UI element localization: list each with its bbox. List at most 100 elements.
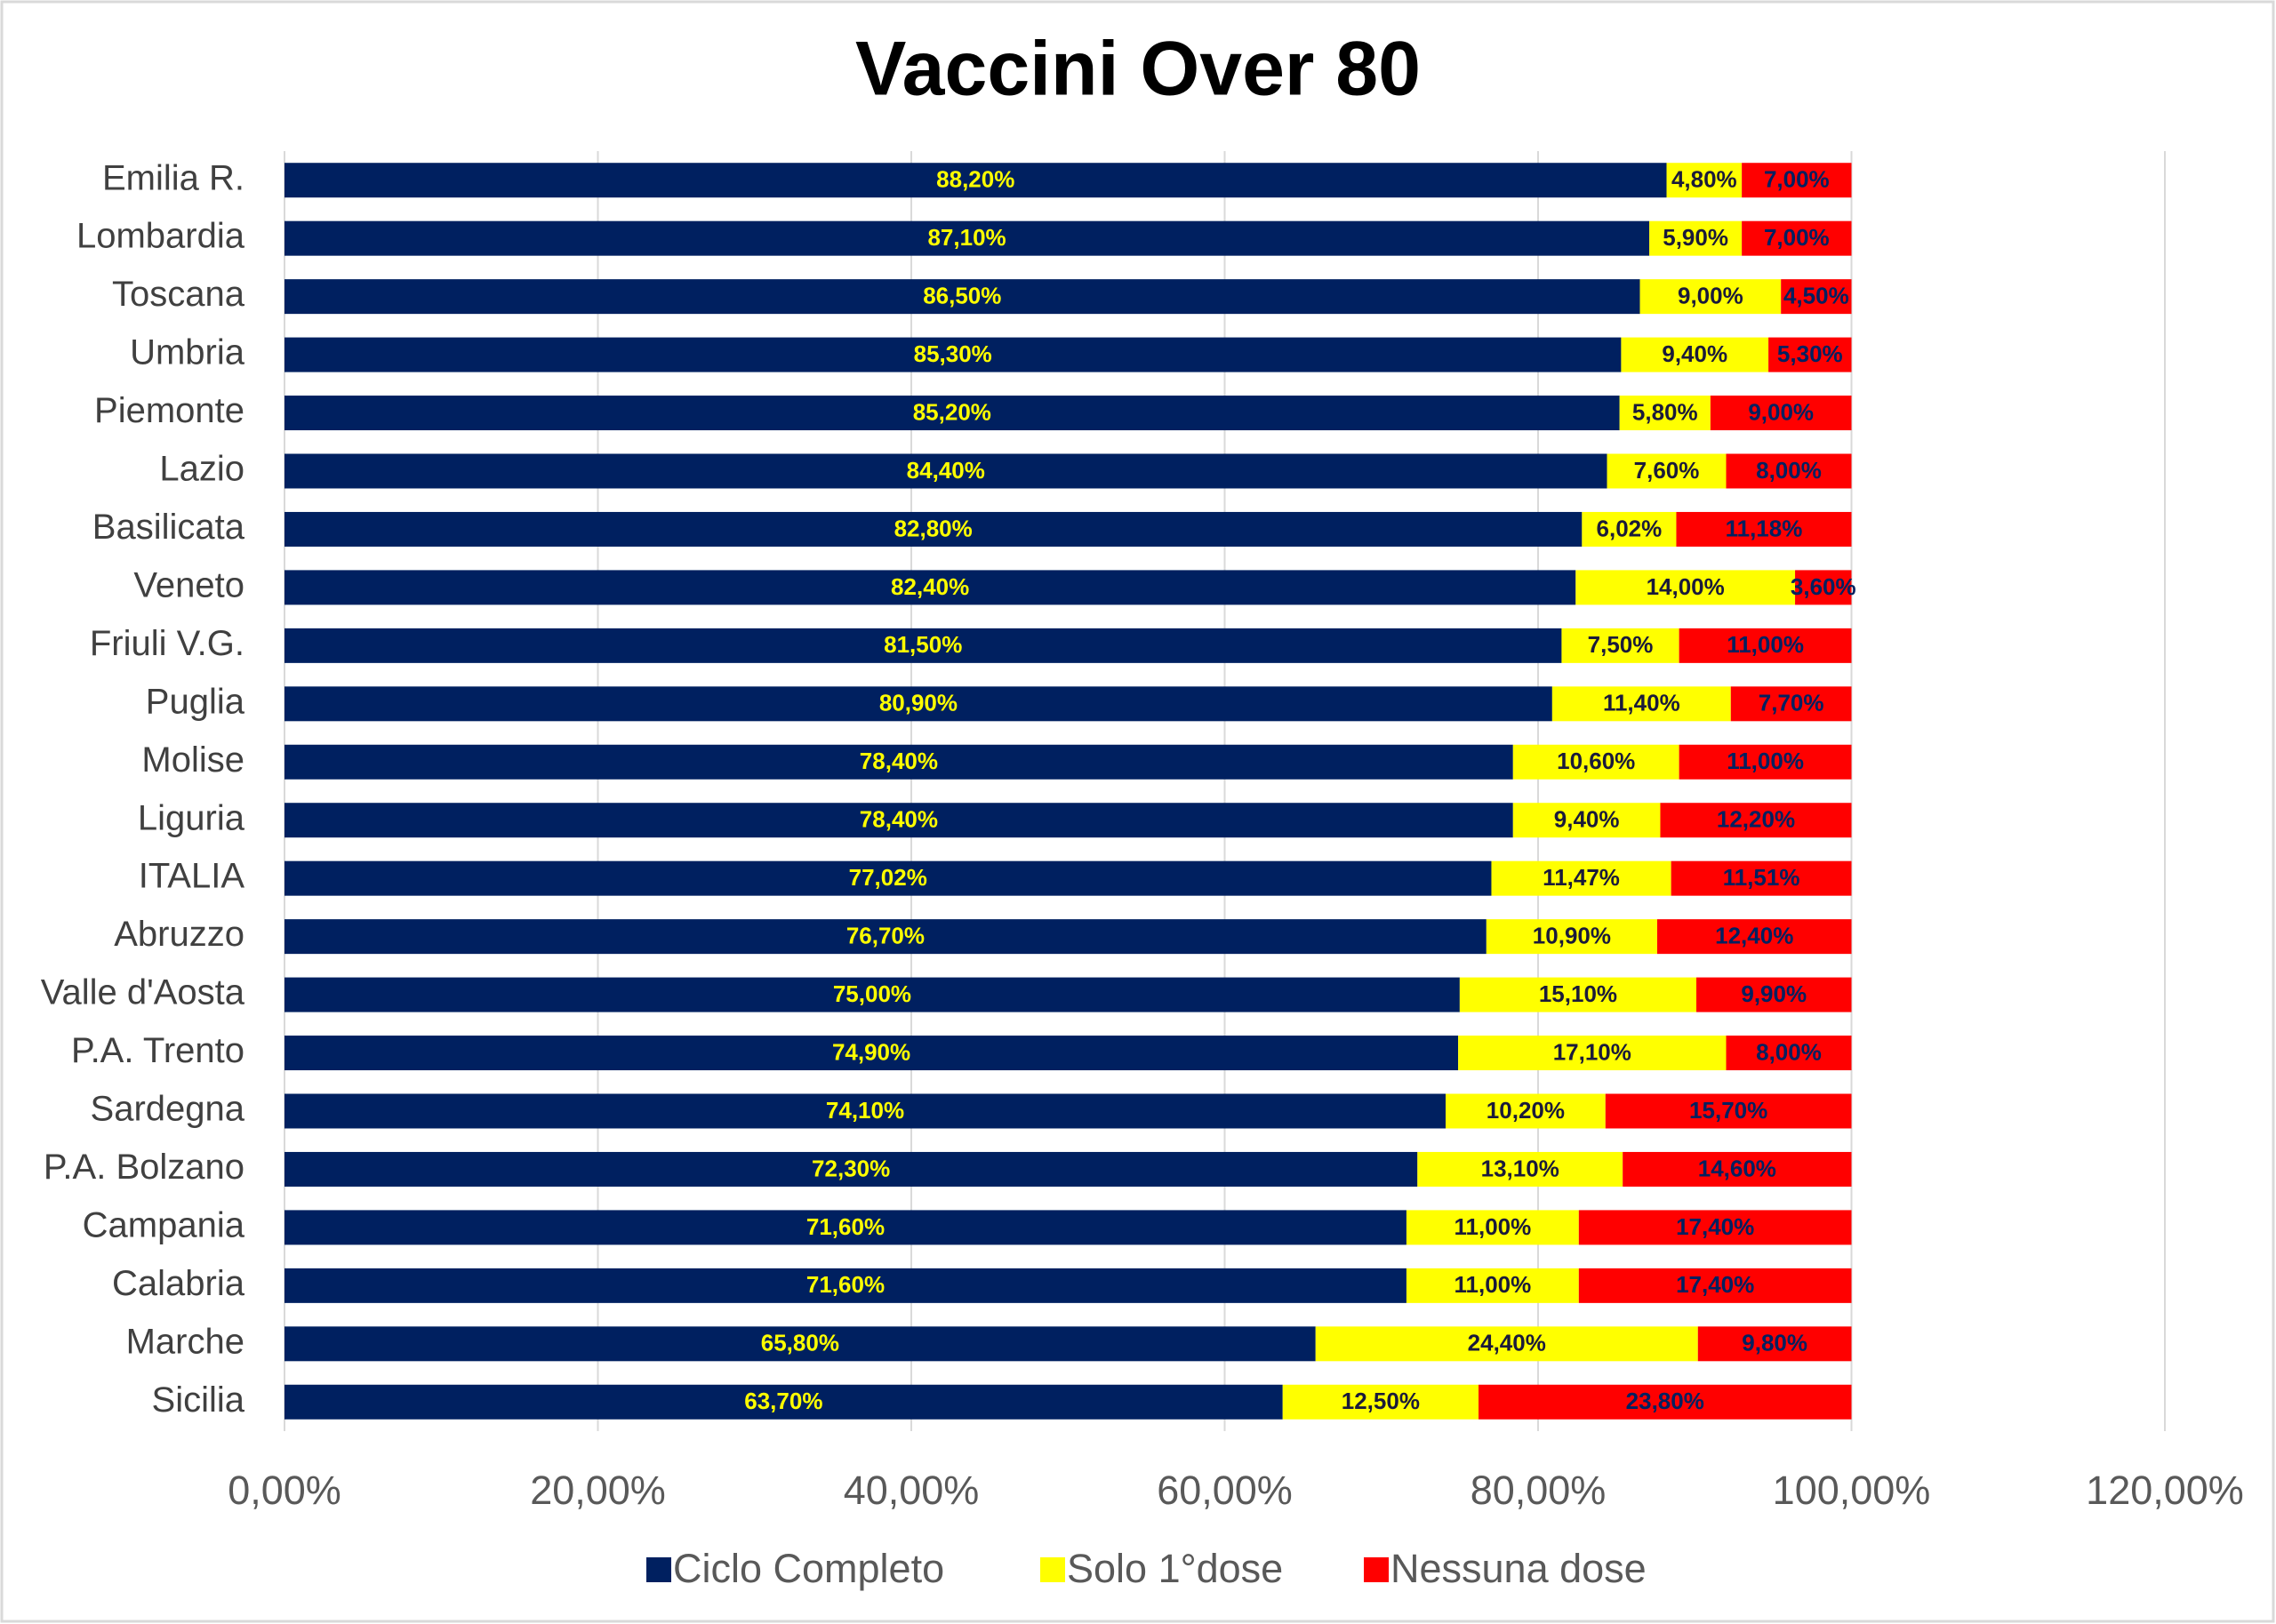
data-label: 71,60% [806,1213,885,1240]
y-tick-label: P.A. Bolzano [44,1148,244,1187]
data-label: 10,90% [1533,923,1611,949]
data-label: 65,80% [761,1330,839,1356]
bar-segment [284,919,1487,955]
bar-segment [1315,1326,1698,1362]
data-label: 15,10% [1539,980,1617,1007]
bar-segment [1696,977,1852,1012]
y-tick-label: Friuli V.G. [90,624,244,663]
y-tick-label: Campania [83,1205,245,1244]
data-label: 76,70% [846,923,925,949]
y-tick-label: Molise [141,740,244,780]
bar-segment [284,628,1562,663]
x-tick-label: 60,00% [1157,1468,1293,1513]
data-label: 9,90% [1741,980,1807,1007]
y-tick-label: Sardegna [91,1090,245,1129]
bar-segment [1406,1268,1579,1303]
data-label: 86,50% [923,283,1001,309]
bar-segment [284,337,1622,372]
x-tick-label: 120,00% [2086,1468,2244,1513]
data-label: 63,70% [744,1388,822,1414]
data-label: 11,00% [1455,1213,1532,1240]
x-tick-label: 100,00% [1773,1468,1931,1513]
data-label: 23,80% [1626,1388,1704,1414]
data-label: 8,00% [1756,1038,1822,1065]
data-label: 12,20% [1717,806,1795,833]
bar-segment [284,1210,1406,1245]
bar-segment [1697,1326,1852,1362]
data-label: 88,20% [936,166,1014,193]
legend-label: Ciclo Completo [673,1546,944,1591]
legend-label: Solo 1°dose [1067,1546,1283,1591]
bar-segment [1639,279,1782,315]
y-tick-label: Marche [126,1322,244,1361]
data-label: 7,00% [1764,166,1830,193]
data-label: 11,51% [1723,864,1800,891]
data-label: 11,00% [1455,1271,1532,1298]
data-label: 72,30% [812,1155,890,1181]
y-tick-label: ITALIA [139,857,245,896]
bar-segment [1512,803,1661,838]
bar-segment [1710,396,1852,431]
y-tick-label: Abruzzo [114,915,244,954]
bar-segment [1781,279,1852,315]
data-label: 7,60% [1634,457,1700,484]
bar-segment [1282,1384,1479,1420]
bar-segment [284,1151,1418,1187]
data-label: 5,90% [1663,224,1728,251]
x-tick-label: 40,00% [844,1468,980,1513]
data-label: 10,20% [1487,1097,1565,1124]
y-tick-label: Lazio [159,450,244,489]
y-tick-label: Lombardia [76,217,245,256]
bar-segment [284,396,1620,431]
data-label: 74,90% [832,1038,910,1065]
bar-segment [284,453,1607,489]
bar-segment [1679,744,1852,780]
bar-segment [1730,686,1852,722]
bar-segment [1575,570,1796,605]
y-tick-label: Veneto [133,565,244,604]
data-label: 9,00% [1748,398,1814,425]
data-label: 9,80% [1742,1330,1807,1356]
data-label: 11,00% [1727,631,1804,658]
bar-segment [284,220,1650,256]
bar-segment [284,163,1667,198]
bar-segment [284,803,1513,838]
data-label: 5,80% [1632,398,1698,425]
bar-segment [284,279,1640,315]
y-tick-label: P.A. Trento [71,1031,244,1070]
data-label: 87,10% [927,224,1006,251]
data-label: 7,00% [1764,224,1830,251]
bar-segment [1649,220,1743,256]
data-label: 74,10% [826,1097,904,1124]
bar-segment [284,570,1576,605]
data-label: 9,40% [1554,806,1620,833]
y-tick-label: Valle d'Aosta [41,973,245,1012]
legend-swatch [646,1557,671,1582]
bar-segment [1512,744,1679,780]
bar-segment [1605,1093,1852,1129]
bar-segment [284,1268,1406,1303]
bar-segment [1768,337,1852,372]
data-label: 9,00% [1678,283,1743,309]
y-tick-label: Piemonte [94,391,244,430]
data-label: 12,50% [1342,1388,1420,1414]
y-tick-label: Umbria [130,333,245,372]
data-label: 10,60% [1557,748,1635,774]
bar-segment [1679,628,1852,663]
data-label: 85,20% [913,398,991,425]
bar-segment [284,686,1552,722]
data-label: 17,40% [1676,1213,1754,1240]
bar-segment [284,1326,1316,1362]
bar-segment [284,1093,1447,1129]
bar-segment [1742,163,1852,198]
bar-segment [1446,1093,1606,1129]
bar-segment [284,511,1583,547]
data-label: 17,40% [1676,1271,1754,1298]
bar-segment [1623,1151,1852,1187]
data-label: 13,10% [1481,1155,1559,1181]
legend-label: Nessuna dose [1390,1546,1647,1591]
data-label: 7,70% [1759,690,1824,716]
bar-segment [1551,686,1731,722]
